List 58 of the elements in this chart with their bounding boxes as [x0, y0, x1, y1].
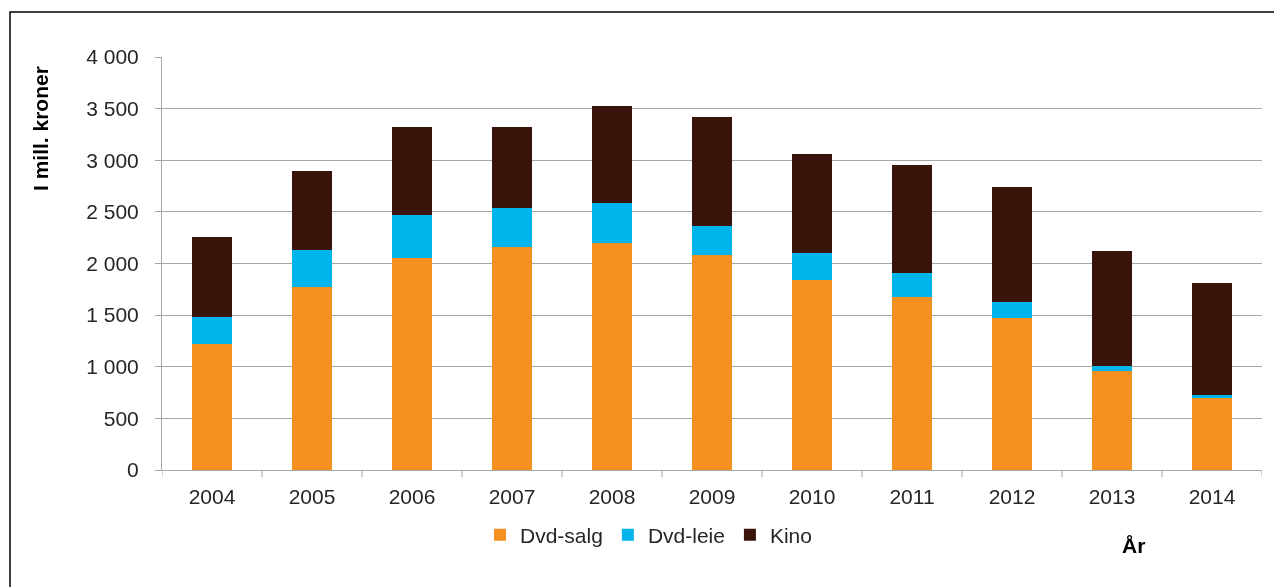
- legend-label: Kino: [769, 523, 812, 547]
- bar: [1192, 394, 1232, 398]
- bar: [592, 242, 632, 470]
- y-tick-label: 4 000: [86, 45, 139, 69]
- bar: [992, 301, 1032, 319]
- x-tick-label: 2009: [688, 485, 736, 509]
- bar: [992, 318, 1032, 470]
- bar: [1192, 397, 1232, 470]
- bar: [192, 236, 232, 318]
- bar: [892, 165, 932, 273]
- bar: [392, 214, 432, 259]
- bar: [692, 226, 732, 256]
- bar: [892, 272, 932, 297]
- legend-label: Dvd-salg: [520, 523, 603, 547]
- x-tick-label: 2007: [488, 485, 536, 509]
- y-tick-label: 1 500: [86, 303, 139, 327]
- bar: [592, 202, 632, 243]
- y-tick-label: 3 500: [86, 96, 139, 120]
- x-axis-title: År: [1122, 534, 1146, 557]
- bar: [392, 127, 432, 215]
- bar: [392, 258, 432, 470]
- x-tick-label: 2005: [288, 485, 336, 509]
- x-tick-label: 2014: [1188, 485, 1236, 509]
- bar: [792, 280, 832, 470]
- x-tick-label: 2012: [988, 485, 1036, 509]
- x-tick-label: 2013: [1088, 485, 1136, 509]
- bar: [592, 105, 632, 203]
- y-tick-label: 2 500: [86, 200, 139, 224]
- x-tick-label: 2006: [388, 485, 436, 509]
- legend-label: Dvd-leie: [647, 523, 725, 547]
- y-tick-label: 2 000: [86, 251, 139, 275]
- bar: [992, 187, 1032, 302]
- bar: [1092, 365, 1132, 371]
- bar: [1092, 251, 1132, 366]
- bar: [692, 116, 732, 227]
- bar: [292, 170, 332, 251]
- bar: [292, 287, 332, 470]
- bar: [892, 296, 932, 470]
- bar: [492, 127, 532, 208]
- x-tick-label: 2011: [889, 485, 935, 509]
- y-tick-label: 500: [103, 406, 139, 430]
- bar: [792, 253, 832, 281]
- y-tick-label: 1 000: [86, 355, 139, 379]
- x-tick-label: 2010: [788, 485, 836, 509]
- bar: [192, 317, 232, 345]
- bar: [692, 255, 732, 470]
- bar: [792, 154, 832, 254]
- bar: [1192, 283, 1232, 395]
- bar: [492, 246, 532, 470]
- x-tick-label: 2008: [588, 485, 636, 509]
- bar: [1092, 370, 1132, 470]
- bar: [492, 207, 532, 247]
- y-tick-label: 0: [127, 458, 139, 482]
- x-tick-label: 2004: [188, 485, 236, 509]
- bar: [192, 344, 232, 470]
- bar: [292, 250, 332, 288]
- y-axis-title: I mill. kroner: [29, 66, 52, 191]
- y-tick-label: 3 000: [86, 148, 139, 172]
